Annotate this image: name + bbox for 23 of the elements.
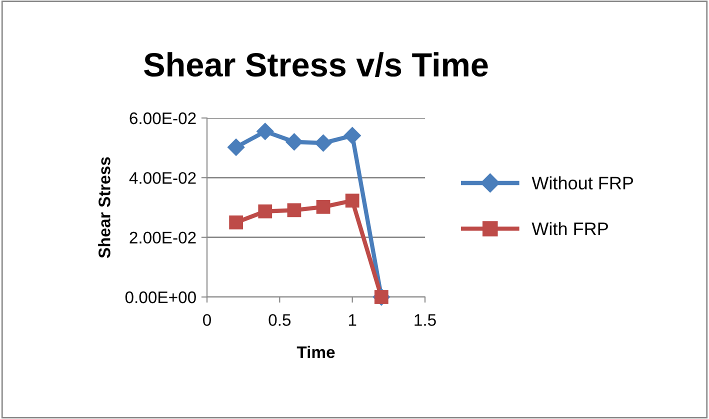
legend-label: With FRP (532, 222, 608, 236)
y-tick-label: 4.00E-02 (129, 172, 196, 184)
point (287, 203, 302, 218)
x-tick-label: 1.5 (414, 314, 436, 326)
x-tick-label: 0.5 (268, 314, 291, 326)
point (343, 126, 362, 144)
chart-title: Shear Stress v/s Time (144, 52, 488, 77)
point (258, 204, 272, 218)
y-tick-label: 2.00E-02 (130, 232, 196, 244)
point (345, 194, 360, 208)
point (256, 122, 274, 140)
point (227, 138, 245, 156)
legend-label: Without FRP (532, 176, 634, 190)
x-axis-title: Time (296, 346, 335, 358)
x-tick-label: 1 (348, 314, 356, 326)
x-tick-label: 0 (203, 314, 211, 326)
point (316, 200, 330, 214)
point (285, 133, 304, 151)
point (229, 215, 244, 230)
y-axis-title: Shear Stress (98, 157, 110, 258)
y-tick-label: 0.00E+00 (125, 291, 196, 304)
point (314, 134, 332, 152)
y-tick-label: 6.00E-02 (130, 112, 196, 124)
